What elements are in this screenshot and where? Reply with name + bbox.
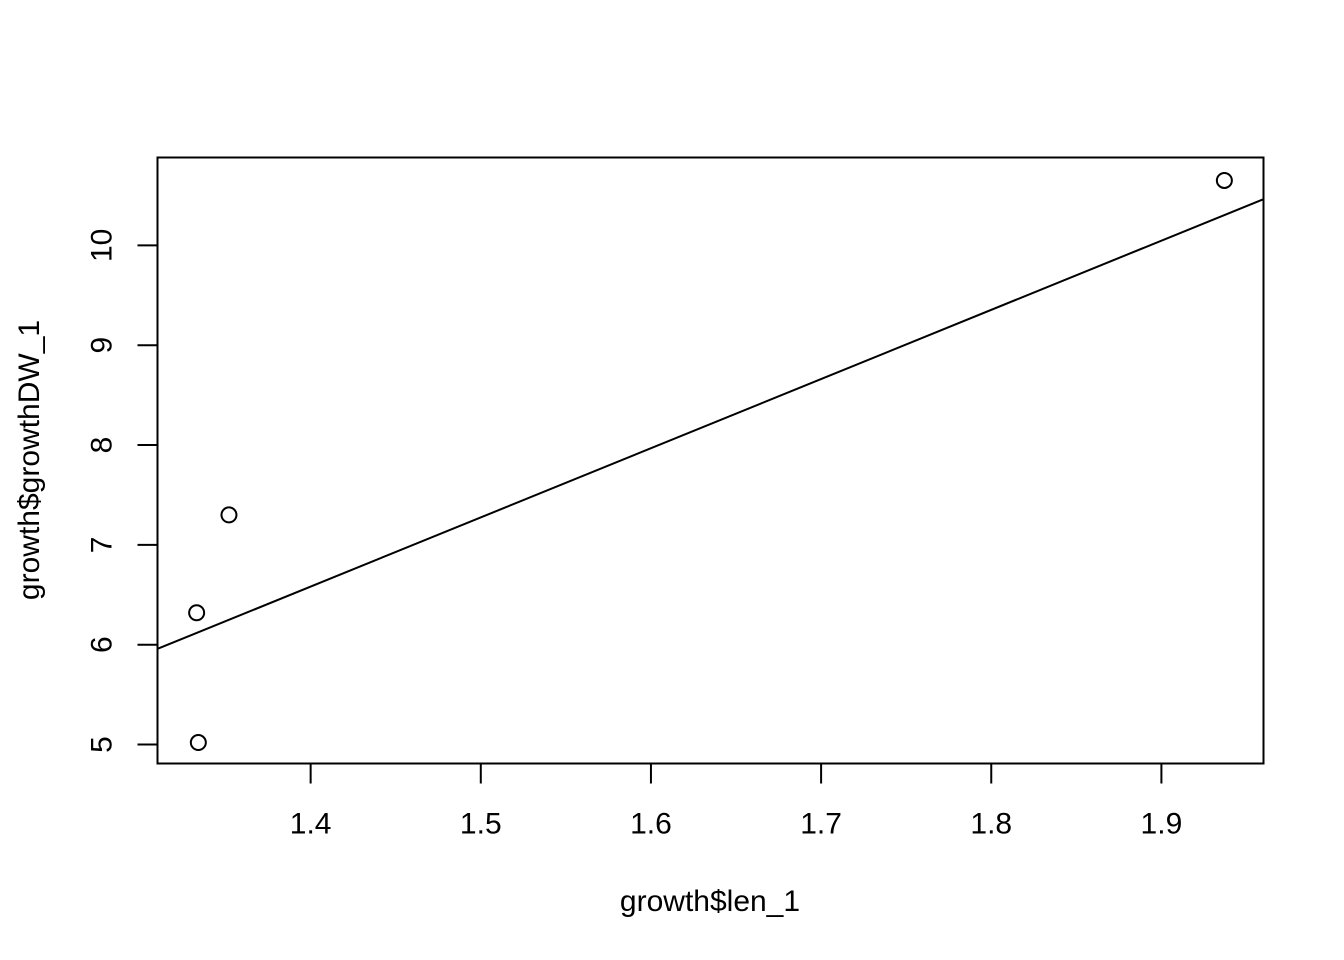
x-tick-label: 1.5 — [460, 808, 502, 841]
y-tick-label: 10 — [86, 229, 119, 262]
plot-area-frame — [156, 156, 1265, 765]
y-axis: 5 6 7 8 9 10 — [86, 229, 158, 753]
x-axis: 1.4 1.5 1.6 1.7 1.8 1.9 — [290, 763, 1183, 841]
y-tick-label: 6 — [86, 636, 119, 653]
data-points — [188, 171, 1233, 752]
y-tick-label: 7 — [86, 537, 119, 554]
y-axis-title: growth$growthDW_1 — [13, 320, 46, 600]
x-tick-label: 1.6 — [630, 808, 672, 841]
y-tick-label: 5 — [86, 736, 119, 753]
regression-line-layer — [157, 198, 1264, 650]
regression-line — [157, 198, 1264, 650]
x-tick-label: 1.9 — [1141, 808, 1183, 841]
x-axis-title: growth$len_1 — [620, 885, 800, 918]
x-tick-label: 1.8 — [970, 808, 1012, 841]
x-tick-label: 1.4 — [290, 808, 332, 841]
data-point — [220, 506, 238, 524]
data-point — [1215, 171, 1233, 189]
y-tick-label: 9 — [86, 337, 119, 354]
data-point — [188, 604, 206, 622]
y-tick-label: 8 — [86, 437, 119, 454]
x-tick-label: 1.7 — [800, 808, 842, 841]
data-point — [189, 734, 207, 752]
